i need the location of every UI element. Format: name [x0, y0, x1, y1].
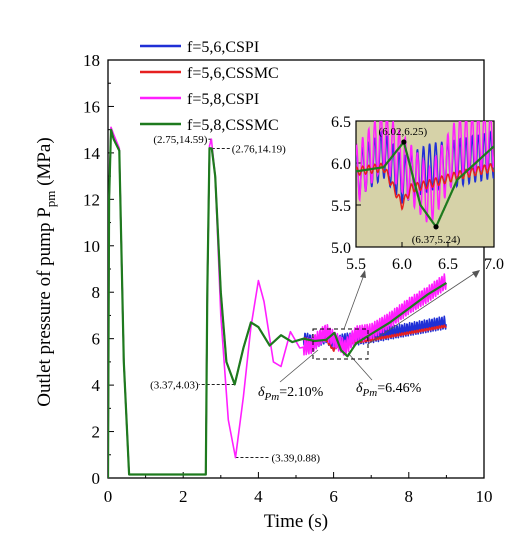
inset-point-marker [433, 224, 439, 230]
y-axis-label-sub: pm [43, 191, 58, 208]
y-axis-label-main: Outlet pressure of pump P [34, 207, 55, 406]
y-tick-label: 12 [83, 190, 100, 209]
zoom-arrow-lower-head [472, 270, 480, 278]
delta-value: =6.46% [377, 381, 421, 396]
series-line [108, 126, 447, 478]
y-tick-label: 8 [92, 283, 101, 302]
annotation-label: (3.39,0.88) [271, 453, 320, 465]
legend-label: f=5,6,CSPI [187, 39, 259, 56]
zoom-arrow-lower [367, 270, 479, 345]
deviation-label: δPm=6.46% [356, 381, 422, 399]
legend: f=5,6,CSPI f=5,6,CSSMC f=5,8,CSPI f=5,8,CSS… [140, 39, 279, 134]
series-lines [108, 126, 447, 478]
x-tick-label: 8 [405, 487, 414, 506]
inset-y-tick-label: 6.0 [331, 156, 351, 173]
x-tick-label: 10 [476, 487, 493, 506]
inset-x-tick-label: 7.0 [484, 256, 504, 273]
inset-y-tick-label: 5.0 [331, 240, 351, 257]
inset-series-line [356, 121, 494, 223]
y-tick-label: 18 [83, 51, 100, 70]
delta-symbol: δ [356, 381, 363, 396]
y-tick-label: 2 [92, 423, 101, 442]
x-tick-label: 2 [179, 487, 188, 506]
legend-label: f=5,6,CSSMC [187, 65, 279, 82]
inset-point-marker [401, 139, 407, 145]
deviation-label: δPm=2.10% [258, 385, 324, 403]
annotation-label: (2.76,14.19) [232, 143, 286, 155]
zoom-arrow-upper [343, 271, 366, 330]
inset-x-tick-label: 6.5 [438, 256, 458, 273]
annotations: (2.75,14.59) (2.76,14.19) (3.37,4.03) (3.39… [150, 134, 421, 464]
y-tick-label: 6 [92, 330, 101, 349]
y-tick-label: 14 [83, 144, 101, 163]
legend-label: f=5,8,CSSMC [187, 117, 279, 134]
inset-series-line [356, 139, 494, 229]
x-axis-ticks: 0 2 4 6 8 10 [104, 472, 493, 506]
inset-y-tick-label: 5.5 [331, 198, 351, 215]
y-tick-label: 16 [83, 97, 100, 116]
delta-subscript: Pm [362, 387, 378, 399]
inset-series-lines [356, 121, 494, 229]
zoom-arrow-upper-head [360, 270, 366, 278]
inset-series-line [356, 162, 494, 211]
inset-y-tick-label: 6.5 [331, 114, 351, 131]
delta-symbol: δ [258, 385, 265, 400]
y-axis-label: Outlet pressure of pump Ppm (MPa) [34, 137, 58, 406]
y-tick-label: 0 [92, 469, 101, 488]
inset-point-label: (6.02,6.25) [379, 126, 428, 138]
leader-d2 [347, 352, 373, 381]
annotation-label: (3.37,4.03) [150, 379, 199, 391]
series-line [108, 128, 447, 478]
annotation-label: (2.75,14.59) [153, 134, 207, 146]
inset-axis-ticks: 5.05.56.06.55.5 6.0 6.5 7.0 [331, 114, 504, 273]
inset-annotations: (6.02,6.25) (6.37,5.24) [379, 126, 461, 246]
legend-label: f=5,8,CSPI [187, 91, 259, 108]
inset-x-tick-label: 6.0 [392, 256, 412, 273]
annotation-guides [198, 138, 373, 459]
delta-value: =2.10% [279, 385, 323, 400]
x-axis-label: Time (s) [264, 511, 328, 532]
y-tick-label: 4 [92, 376, 101, 395]
y-axis-label-unit: (MPa) [34, 137, 55, 190]
inset-point-label: (6.37,5.24) [412, 234, 461, 246]
leader-d1 [279, 349, 319, 383]
x-tick-label: 4 [254, 487, 263, 506]
y-tick-label: 10 [83, 237, 100, 256]
inset-x-tick-label: 5.5 [346, 256, 366, 273]
x-tick-label: 0 [104, 487, 113, 506]
x-tick-label: 6 [329, 487, 338, 506]
delta-subscript: Pm [264, 391, 280, 403]
